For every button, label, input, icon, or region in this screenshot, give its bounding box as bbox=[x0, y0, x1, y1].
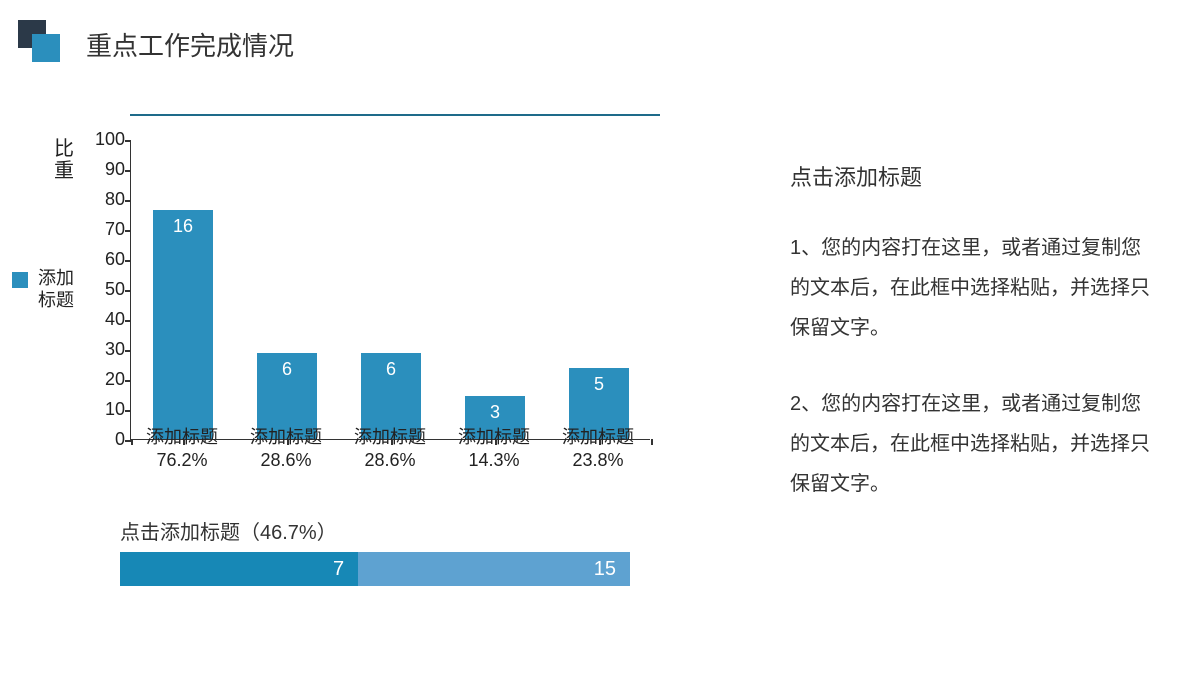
y-tick-label: 100 bbox=[89, 129, 125, 150]
logo-icon bbox=[18, 20, 58, 60]
y-tick-label: 30 bbox=[89, 339, 125, 360]
x-axis-label: 添加标题23.8% bbox=[548, 426, 648, 473]
y-tick-label: 90 bbox=[89, 159, 125, 180]
bar-value-label: 5 bbox=[569, 374, 629, 395]
y-tick-label: 80 bbox=[89, 189, 125, 210]
y-tick-label: 0 bbox=[89, 429, 125, 450]
plot-area: 0102030405060708090100166635 bbox=[130, 140, 650, 440]
x-axis-label: 添加标题28.6% bbox=[236, 426, 336, 473]
x-axis-label: 添加标题76.2% bbox=[132, 426, 232, 473]
y-tick-label: 50 bbox=[89, 279, 125, 300]
progress-segment: 7 bbox=[120, 552, 358, 586]
page-title: 重点工作完成情况 bbox=[86, 26, 294, 63]
bar-value-label: 16 bbox=[153, 216, 213, 237]
x-axis-label: 添加标题28.6% bbox=[340, 426, 440, 473]
y-tick-label: 60 bbox=[89, 249, 125, 270]
side-panel: 点击添加标题 1、您的内容打在这里，或者通过复制您的文本后，在此框中选择粘贴，并… bbox=[790, 160, 1150, 540]
y-axis-title: 比重 bbox=[54, 138, 76, 182]
y-tick-label: 70 bbox=[89, 219, 125, 240]
chart-legend: 添加标题 bbox=[12, 268, 78, 311]
bar-value-label: 3 bbox=[465, 402, 525, 423]
y-tick-label: 20 bbox=[89, 369, 125, 390]
bar-value-label: 6 bbox=[361, 359, 421, 380]
y-tick-label: 10 bbox=[89, 399, 125, 420]
bar: 16 bbox=[153, 210, 213, 439]
progress-bar: 715 bbox=[120, 552, 630, 586]
y-tick-label: 40 bbox=[89, 309, 125, 330]
side-title: 点击添加标题 bbox=[790, 160, 1150, 192]
legend-text: 添加标题 bbox=[34, 268, 78, 311]
header: 重点工作完成情况 bbox=[18, 20, 294, 63]
x-axis-label: 添加标题14.3% bbox=[444, 426, 544, 473]
side-paragraph-2: 2、您的内容打在这里，或者通过复制您的文本后，在此框中选择粘贴，并选择只保留文字… bbox=[790, 384, 1150, 504]
bar-value-label: 6 bbox=[257, 359, 317, 380]
chart-top-rule bbox=[130, 114, 660, 116]
side-paragraph-1: 1、您的内容打在这里，或者通过复制您的文本后，在此框中选择粘贴，并选择只保留文字… bbox=[790, 228, 1150, 348]
progress-segment: 15 bbox=[358, 552, 630, 586]
progress-title: 点击添加标题（46.7%） bbox=[120, 516, 337, 545]
legend-swatch bbox=[12, 272, 28, 288]
